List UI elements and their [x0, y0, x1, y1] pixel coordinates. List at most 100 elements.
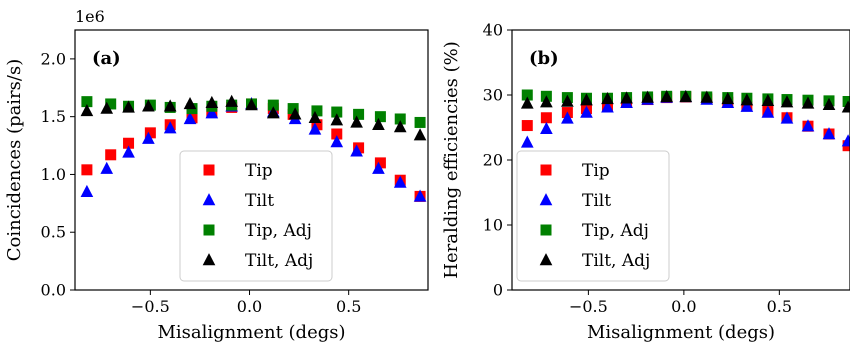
y-tick-label: 40 — [483, 21, 503, 40]
data-point-tilt — [183, 112, 197, 125]
data-point-tilt-adj — [266, 106, 280, 119]
data-point-tilt-adj — [372, 117, 385, 130]
data-point-tilt-adj — [841, 100, 850, 113]
panel-b-markers — [520, 89, 850, 152]
data-point-tip — [105, 149, 117, 161]
data-point-tip-adj — [311, 105, 323, 117]
data-point-tilt-adj — [641, 90, 654, 103]
panel-a-y-offset-label: 1e6 — [75, 7, 105, 26]
data-point-tilt-adj — [740, 93, 754, 106]
y-tick-label: 0.0 — [41, 281, 66, 300]
legend-box — [179, 150, 333, 282]
data-point-tilt-adj — [245, 98, 258, 111]
legend-marker-tilt — [539, 193, 553, 206]
data-point-tilt-adj — [580, 93, 593, 106]
data-point-tip — [123, 137, 135, 149]
data-point-tilt-adj — [679, 90, 693, 103]
data-point-tilt-adj — [700, 90, 714, 103]
data-point-tilt — [308, 122, 322, 135]
data-point-tilt — [780, 111, 794, 124]
data-point-tilt — [413, 189, 427, 202]
data-point-tilt — [100, 161, 114, 174]
data-point-tilt-adj — [308, 110, 322, 124]
legend-label-tip-adj: Tip, Adj — [582, 221, 649, 241]
data-point-tilt-adj — [540, 95, 553, 108]
legend-marker-tip-adj — [540, 224, 552, 236]
x-tick-label: −0.5 — [131, 297, 170, 316]
data-point-tip-adj — [374, 111, 386, 123]
data-point-tilt-adj — [183, 97, 197, 110]
data-point-tilt — [822, 127, 836, 140]
y-tick-label: 1.5 — [41, 107, 66, 126]
legend-marker-tilt-adj — [202, 253, 216, 266]
legend-label-tilt-adj: Tilt, Adj — [582, 251, 650, 271]
data-point-tilt-adj — [163, 99, 177, 112]
data-point-tilt — [122, 145, 135, 158]
legend-marker-tilt — [202, 193, 216, 206]
data-point-tilt-adj — [761, 93, 775, 107]
data-point-tip-adj — [842, 96, 850, 107]
panel-b-ticks: −0.5 0.0 0.5 0 10 20 30 40 — [483, 21, 792, 317]
x-tick-label: 0.0 — [237, 297, 262, 316]
data-point-tilt-adj — [122, 100, 135, 113]
legend-marker-tip-adj — [203, 224, 215, 236]
data-point-tip-adj — [81, 96, 93, 108]
panel-a-axes-frame — [74, 29, 429, 291]
panel-b-legend: Tip Tilt Tip, Adj Tilt, Adj — [516, 150, 670, 282]
data-point-tip-adj — [521, 89, 533, 101]
panel-a-x-axis-label: Misalignment (degs) — [157, 322, 345, 343]
data-point-tilt-adj — [225, 94, 238, 107]
data-point-tilt — [520, 135, 534, 148]
legend-marker-tilt-adj — [539, 253, 553, 266]
y-tick-label: 20 — [483, 151, 503, 170]
data-point-tip — [311, 119, 323, 131]
data-point-tilt — [761, 105, 775, 118]
data-point-tip — [353, 142, 365, 154]
data-point-tip-adj — [353, 108, 365, 120]
legend-label-tip-adj: Tip, Adj — [245, 221, 312, 241]
data-point-tilt-adj — [393, 120, 407, 133]
legend-label-tilt: Tilt — [245, 191, 274, 211]
data-point-tilt — [205, 106, 219, 119]
data-point-tilt-adj — [721, 91, 735, 105]
data-point-tip — [144, 127, 156, 139]
legend-marker-tip — [203, 164, 215, 176]
data-point-tilt — [142, 131, 155, 144]
data-point-tilt-adj — [288, 107, 302, 120]
y-tick-label: 10 — [483, 216, 503, 235]
legend-box — [516, 150, 670, 282]
data-point-tilt — [163, 121, 177, 134]
data-point-tilt — [393, 175, 407, 188]
data-point-tilt-adj — [350, 115, 363, 128]
data-point-tilt — [330, 135, 344, 148]
legend-label-tip: Tip — [582, 161, 610, 181]
data-point-tilt — [540, 121, 553, 134]
data-point-tilt — [561, 111, 574, 124]
data-point-tilt — [372, 161, 385, 174]
panel-b-y-axis-label: Heralding efficiencies (%) — [441, 41, 462, 278]
panel-a-legend: Tip Tilt Tip, Adj Tilt, Adj — [179, 150, 333, 282]
data-point-tilt — [601, 100, 614, 113]
y-tick-label: 0.5 — [41, 223, 66, 242]
data-point-tilt-adj — [100, 101, 114, 114]
data-point-tilt-adj — [413, 128, 427, 141]
data-point-tip — [374, 157, 386, 169]
data-point-tilt — [740, 99, 754, 112]
data-point-tilt-adj — [80, 103, 94, 117]
panel-b-chart: −0.5 0.0 0.5 0 10 20 30 40 (b) Misalignment (de… — [441, 21, 850, 343]
data-point-tilt-adj — [822, 97, 836, 110]
data-point-tilt — [80, 184, 94, 197]
data-point-tip — [81, 164, 93, 176]
data-point-tip — [331, 128, 343, 140]
data-point-tilt — [841, 134, 850, 147]
y-tick-label: 1.0 — [41, 165, 66, 184]
data-point-tilt — [801, 119, 815, 132]
data-point-tip — [540, 112, 552, 124]
data-point-tilt-adj — [561, 94, 574, 107]
data-point-tilt-adj — [780, 95, 794, 108]
legend-marker-tip — [540, 164, 552, 176]
panel-a-y-axis-label: Coincidences (pairs/s) — [4, 59, 25, 261]
panel-a-ticks: −0.5 0.0 0.5 0.0 0.5 1.0 1.5 2.0 — [41, 49, 362, 316]
data-point-tip-adj — [394, 113, 406, 125]
